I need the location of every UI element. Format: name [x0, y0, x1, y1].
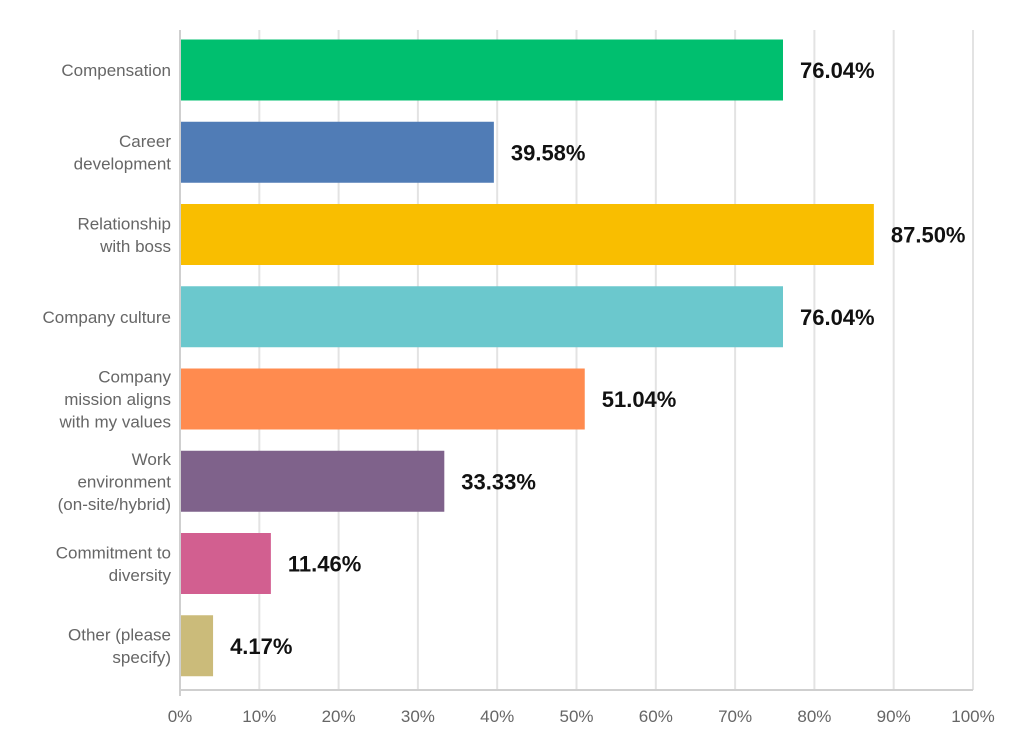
data-label: 76.04%: [800, 58, 875, 83]
x-tick-label: 0%: [168, 707, 193, 726]
x-tick-label: 40%: [480, 707, 514, 726]
data-label: 39.58%: [511, 140, 586, 165]
category-label: diversity: [109, 566, 172, 585]
category-label: with boss: [99, 237, 171, 256]
category-label: Career: [119, 132, 171, 151]
category-label: Work: [132, 450, 172, 469]
x-tick-label: 50%: [559, 707, 593, 726]
bar-8: [180, 615, 214, 677]
data-label: 11.46%: [288, 552, 361, 577]
x-tick-label: 60%: [639, 707, 673, 726]
x-tick-label: 30%: [401, 707, 435, 726]
category-label: Company: [98, 368, 171, 387]
x-tick-label: 100%: [951, 707, 994, 726]
x-tick-label: 80%: [797, 707, 831, 726]
bar-3: [180, 204, 874, 265]
axis-layer: [179, 30, 973, 696]
category-label: Relationship: [77, 214, 171, 233]
x-tick-label: 10%: [242, 707, 276, 726]
x-tick-label: 90%: [877, 707, 911, 726]
bar-2: [180, 121, 494, 183]
bar-layer: [180, 39, 874, 677]
label-layer: 0% 10% 20% 30% 40% 50% 60% 70% 80% 90% 100% 76.04% C…: [42, 58, 994, 726]
data-label: 4.17%: [230, 634, 292, 659]
bar-5: [180, 368, 585, 430]
data-label: 87.50%: [891, 223, 966, 248]
category-label: development: [74, 155, 172, 174]
category-label: specify): [112, 648, 171, 667]
bar-1: [180, 39, 783, 101]
category-label: Commitment to: [56, 543, 171, 562]
x-tick-label: 70%: [718, 707, 752, 726]
category-label: Company culture: [42, 308, 171, 327]
data-label: 51.04%: [602, 387, 677, 412]
data-label: 76.04%: [800, 305, 875, 330]
category-label: Compensation: [61, 61, 171, 80]
bar-6: [180, 450, 445, 512]
category-label: environment: [77, 472, 171, 491]
category-label: with my values: [59, 413, 171, 432]
category-label: (on-site/hybrid): [58, 495, 171, 514]
category-label: Other (please: [68, 626, 171, 645]
data-label: 33.33%: [461, 469, 536, 494]
bar-4: [180, 286, 783, 348]
category-label: mission aligns: [64, 390, 171, 409]
x-tick-label: 20%: [322, 707, 356, 726]
bar-7: [180, 533, 271, 594]
